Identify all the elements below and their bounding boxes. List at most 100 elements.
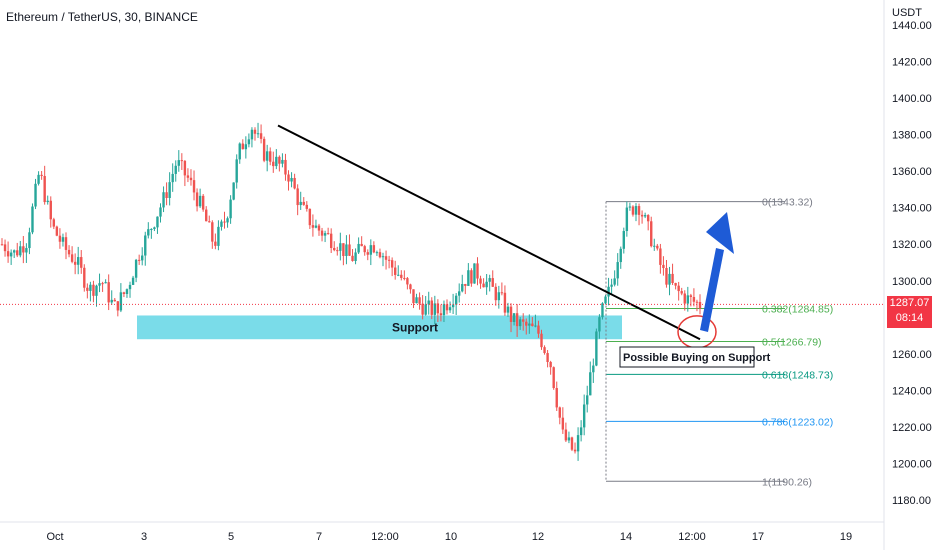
- candle-body: [165, 192, 168, 198]
- candle-body: [613, 278, 616, 285]
- candle-body: [64, 237, 68, 250]
- candle-body: [52, 219, 56, 227]
- candle-body: [3, 244, 7, 252]
- candle-body: [637, 206, 641, 215]
- candle-body: [247, 139, 251, 145]
- candle-body: [433, 303, 437, 315]
- price-axis-labels: 1440.00 1420.00 1400.00 1380.00 1360.00 1340.…: [892, 20, 932, 507]
- candle-body: [241, 143, 244, 150]
- candle-body: [464, 284, 467, 286]
- candle-body: [607, 286, 610, 297]
- candle-body: [323, 233, 327, 236]
- candle-body: [89, 284, 92, 291]
- candle-body: [494, 286, 497, 301]
- candle-body: [345, 244, 348, 256]
- candle-body: [195, 192, 199, 207]
- candle-body: [150, 229, 153, 231]
- candle-body: [119, 292, 123, 311]
- candle-body: [555, 388, 558, 408]
- candle-body: [390, 260, 394, 268]
- candle-body: [601, 303, 604, 318]
- candle-body: [314, 225, 318, 228]
- fibonacci-levels: 0(1343.32) 0.382(1284.85) 0.5(1266.79) 0.61…: [605, 197, 833, 488]
- candle-body: [116, 301, 120, 311]
- candle-body: [610, 284, 613, 287]
- candle-body: [281, 159, 284, 164]
- candle-body: [144, 235, 147, 256]
- candle-body: [101, 283, 104, 285]
- candle-body: [284, 159, 287, 175]
- candle-body: [512, 313, 516, 322]
- candle-body: [665, 268, 668, 285]
- candle-body: [336, 250, 339, 252]
- candle-body: [689, 295, 693, 298]
- price-tick-label: 1360.00: [892, 166, 932, 178]
- candle-body: [680, 291, 683, 294]
- candle-body: [49, 200, 52, 220]
- candle-body: [509, 306, 513, 322]
- candle-body: [31, 206, 34, 233]
- price-tick-label: 1220.00: [892, 422, 932, 434]
- price-tick-label: 1440.00: [892, 20, 932, 32]
- candle-body: [333, 247, 336, 251]
- candle-body: [342, 243, 345, 256]
- price-tick-label: 1340.00: [892, 203, 932, 215]
- time-tick-label: 5: [228, 531, 234, 543]
- candle-body: [656, 245, 659, 249]
- candle-body: [616, 262, 619, 279]
- candle-body: [22, 246, 25, 253]
- candle-body: [467, 270, 470, 286]
- candle-body: [183, 160, 187, 176]
- candle-body: [329, 233, 333, 248]
- candle-body: [628, 206, 632, 208]
- candle-body: [400, 274, 403, 278]
- candle-body: [0, 244, 4, 246]
- candle-body: [387, 259, 391, 261]
- bar-countdown: 08:14: [895, 312, 924, 324]
- candle-body: [436, 303, 440, 314]
- candle-body: [381, 256, 385, 258]
- candle-body: [189, 177, 193, 181]
- candle-body: [412, 289, 415, 304]
- trendline: [277, 124, 701, 341]
- candle-body: [339, 243, 342, 251]
- candle-body: [454, 295, 458, 305]
- candle-body: [208, 221, 211, 223]
- candle-body: [421, 303, 424, 315]
- support-zone: [137, 315, 622, 340]
- fib-level-label: 0.618(1248.73): [762, 369, 833, 381]
- candle-body: [125, 289, 129, 295]
- candle-body: [83, 267, 86, 288]
- fib-level-label: 0.382(1284.85): [762, 303, 833, 315]
- candle-body: [217, 226, 220, 246]
- candle-body: [229, 199, 232, 219]
- candle-body: [107, 282, 110, 303]
- annotation-text: Possible Buying on Support: [623, 352, 771, 364]
- candle-body: [659, 248, 662, 265]
- time-tick-label: 12:00: [678, 531, 706, 543]
- candle-body: [46, 200, 49, 203]
- candle-body: [537, 325, 540, 334]
- candle-body: [397, 274, 400, 276]
- candle-body: [369, 245, 373, 255]
- candle-body: [573, 449, 577, 452]
- candle-body: [479, 278, 482, 284]
- candle-body: [131, 277, 135, 285]
- candle-body: [250, 129, 254, 140]
- candle-body: [619, 248, 622, 263]
- arrow-shaft: [700, 248, 724, 332]
- candle-body: [476, 263, 479, 279]
- candle-body: [302, 201, 305, 205]
- candle-body: [671, 273, 674, 284]
- candle-body: [177, 160, 180, 166]
- candle-body: [232, 182, 235, 200]
- candle-body: [366, 252, 369, 255]
- candle-body: [256, 133, 260, 135]
- candle-body: [650, 221, 653, 247]
- candle-body: [589, 372, 592, 396]
- candle-body: [415, 297, 418, 304]
- time-tick-label: 3: [141, 531, 147, 543]
- candle-body: [296, 188, 299, 206]
- candle-body: [9, 252, 13, 257]
- candle-body: [598, 317, 601, 332]
